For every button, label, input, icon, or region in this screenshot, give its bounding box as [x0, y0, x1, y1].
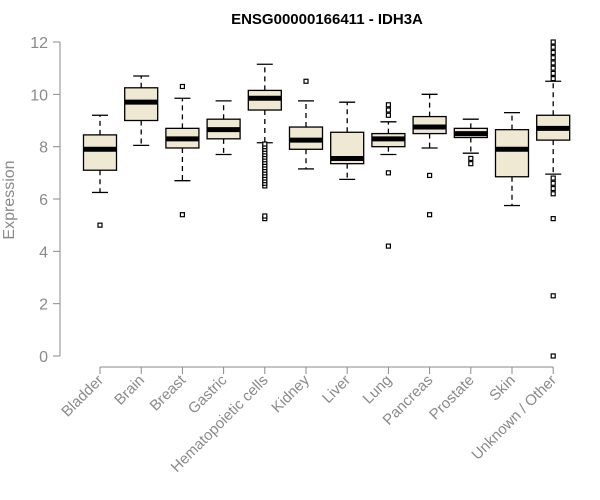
y-axis-label: Expression: [1, 160, 18, 239]
x-tick-label: Brain: [111, 372, 148, 409]
box-hematopoietic-cells: [247, 63, 282, 222]
y-tick-label: 6: [39, 192, 48, 209]
outlier-point: [468, 155, 474, 162]
box-liver: [330, 101, 365, 181]
x-tick-label: Breast: [147, 371, 190, 414]
y-axis: 0 2 4 6 8 10 12: [30, 35, 61, 366]
outlier-point: [427, 172, 433, 179]
outlier-point: [303, 78, 309, 84]
outlier-point: [550, 55, 556, 61]
y-tick-label: 10: [30, 87, 48, 104]
outlier-point: [550, 191, 556, 197]
x-tick-label: Skin: [486, 372, 519, 405]
outlier-point: [468, 161, 474, 167]
box-iqr: [494, 129, 530, 178]
x-tick-label: Bladder: [58, 372, 107, 421]
box-iqr: [82, 134, 118, 171]
outlier-point: [97, 222, 103, 228]
x-tick-label: Kidney: [268, 371, 313, 416]
outlier-point: [262, 141, 268, 147]
outlier-point: [385, 112, 391, 118]
chart-title: ENSG00000166411 - IDH3A: [231, 11, 423, 28]
x-tick-label: Liver: [319, 372, 354, 407]
y-tick-label: 8: [39, 140, 48, 157]
outlier-point: [550, 49, 556, 56]
x-tick-label: Prostate: [426, 372, 478, 424]
outlier-point: [550, 44, 556, 50]
outlier-point: [385, 107, 391, 113]
box-skin: [494, 112, 530, 207]
box-pancreas: [412, 93, 447, 218]
y-tick-label: 2: [39, 297, 48, 314]
outlier-point: [179, 212, 185, 218]
outlier-point: [550, 175, 556, 181]
outlier-point: [385, 102, 391, 108]
box-unknown-other: [536, 39, 571, 359]
box-prostate: [453, 118, 488, 167]
outlier-point: [550, 60, 556, 66]
outlier-point: [550, 216, 556, 222]
outlier-point: [385, 243, 391, 249]
outlier-point: [179, 83, 185, 90]
outlier-point: [550, 70, 556, 77]
y-tick-label: 0: [39, 349, 48, 366]
outlier-point: [550, 180, 556, 186]
x-tick-label: Lung: [360, 372, 396, 408]
outlier-point: [550, 185, 556, 192]
box-bladder: [82, 114, 118, 228]
y-tick-label: 4: [39, 244, 48, 261]
box-gastric: [206, 100, 241, 156]
outlier-point: [550, 353, 556, 359]
outlier-point: [550, 293, 556, 299]
outlier-point: [550, 39, 556, 45]
box-brain: [124, 75, 159, 147]
box-breast: [165, 83, 200, 218]
outlier-point: [550, 65, 556, 71]
y-tick-label: 12: [30, 35, 48, 52]
plot-area: [82, 39, 571, 359]
outlier-point: [262, 213, 268, 219]
box-kidney: [288, 78, 324, 170]
box-lung: [371, 102, 406, 249]
outlier-point: [385, 170, 391, 176]
outlier-point: [550, 76, 556, 82]
outlier-point: [427, 212, 433, 218]
